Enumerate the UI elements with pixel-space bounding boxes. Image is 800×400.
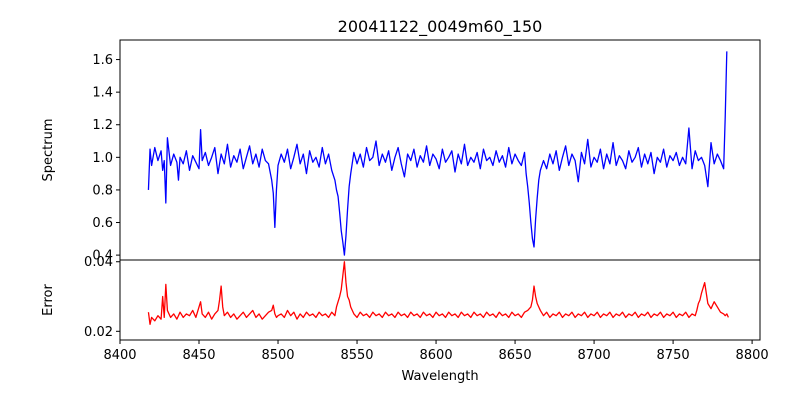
spectrum-y-tick-label: 1.0: [92, 151, 113, 166]
x-tick-label: 8650: [499, 348, 532, 363]
error-y-tick-label: 0.02: [84, 325, 113, 340]
spectrum-y-tick-label: 0.8: [92, 183, 113, 198]
spectrum-y-axis-label: Spectrum: [41, 119, 56, 182]
chart-title: 20041122_0049m60_150: [338, 17, 543, 37]
x-tick-label: 8600: [420, 348, 453, 363]
x-tick-label: 8750: [657, 348, 690, 363]
error-y-tick-label: 0.04: [84, 255, 113, 270]
error-panel: 0.02 0.04 Error: [41, 255, 761, 341]
spectrum-y-tick-label: 0.4: [92, 249, 113, 264]
spectrum-panel: 0.4 0.6 0.8 1.0 1.2 1.4 1.6 Spectrum: [41, 39, 761, 264]
error-series-line: [147, 261, 729, 326]
spectrum-y-tick-label: 1.4: [92, 86, 113, 101]
x-tick-label: 8700: [578, 348, 611, 363]
x-tick-label: 8550: [340, 348, 373, 363]
error-y-axis-label: Error: [41, 284, 56, 316]
spectrum-series-line: [147, 51, 728, 256]
x-tick-label: 8800: [736, 348, 769, 363]
spectrum-y-tick-label: 0.6: [92, 216, 113, 231]
error-axes-frame: [119, 259, 761, 341]
x-tick-label: 8450: [182, 348, 215, 363]
spectrum-y-tick-label: 1.2: [92, 118, 113, 133]
x-tick-label: 8400: [103, 348, 136, 363]
x-tick-label: 8500: [261, 348, 294, 363]
spectrum-y-tick-label: 1.6: [92, 53, 113, 68]
x-axis-label: Wavelength: [401, 369, 478, 384]
